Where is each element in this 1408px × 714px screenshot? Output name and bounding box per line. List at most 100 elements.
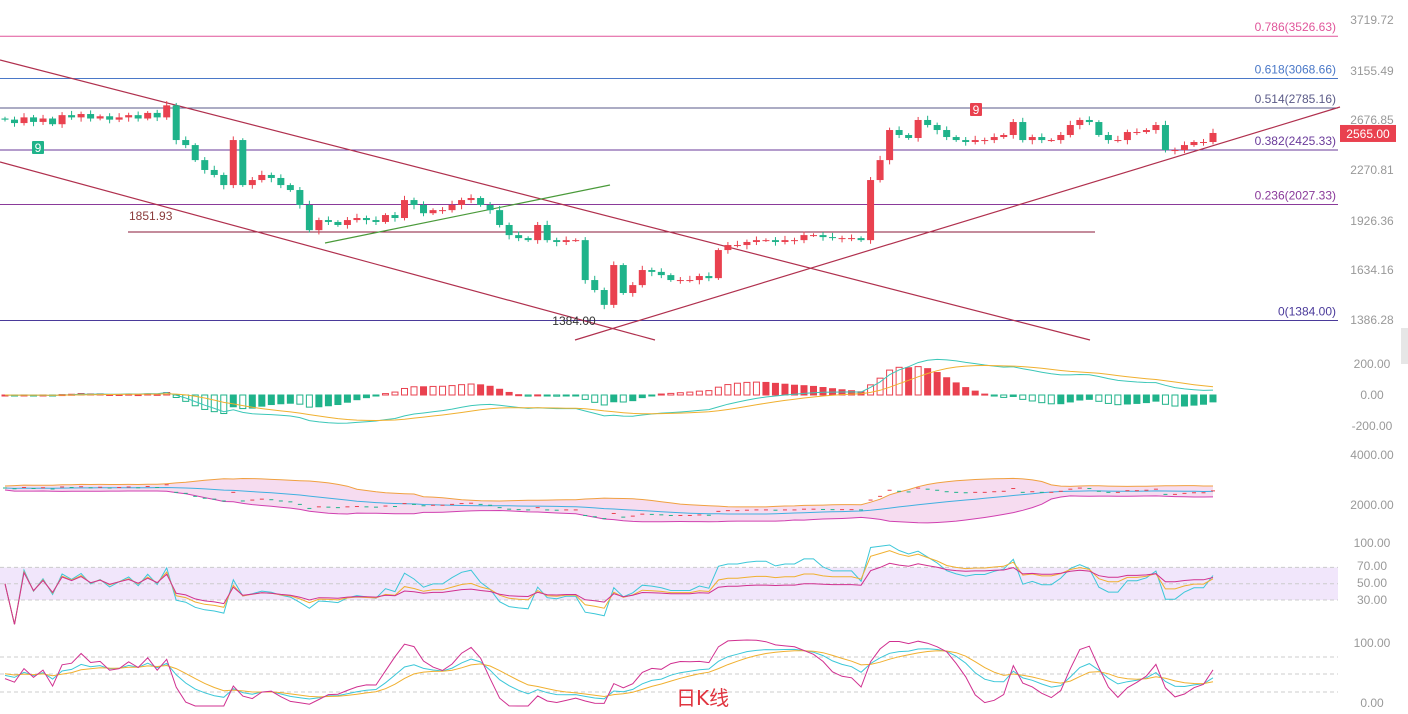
macd-histogram-bar — [372, 394, 380, 397]
macd-histogram-bar — [534, 394, 542, 397]
candle-body — [343, 220, 351, 225]
candle — [638, 265, 646, 288]
candle-body — [676, 280, 684, 282]
candle — [1057, 131, 1065, 144]
y-axis-tick: 1634.16 — [1350, 263, 1394, 277]
candle — [1209, 128, 1217, 145]
candle — [800, 231, 808, 244]
candle — [467, 194, 475, 204]
candle — [762, 238, 770, 242]
macd-histogram-bar — [343, 394, 351, 403]
macd-histogram-bar — [324, 394, 332, 407]
candle — [362, 215, 370, 225]
candle — [1114, 135, 1122, 143]
candle-body — [182, 140, 190, 146]
candle-body — [420, 204, 428, 214]
macd-histogram-bar — [990, 394, 998, 397]
candle — [201, 157, 209, 174]
candle — [1190, 140, 1198, 147]
candle-body — [724, 245, 732, 251]
boll-mid-line — [4, 486, 1214, 515]
candle-body — [1047, 140, 1055, 142]
support-label: 1851.93 — [129, 209, 173, 223]
candle — [1104, 131, 1112, 144]
candle — [315, 217, 323, 235]
candle — [581, 237, 589, 284]
macd-histogram-bar — [895, 366, 903, 396]
macd-histogram-bar — [458, 384, 466, 396]
macd-histogram-bar — [1009, 394, 1017, 397]
macd-dea-line — [4, 364, 1214, 422]
candle-body — [229, 140, 237, 186]
candle — [458, 197, 466, 210]
macd-histogram-bar — [619, 394, 627, 403]
candle-body — [1076, 119, 1084, 126]
macd-histogram-bar — [362, 394, 370, 399]
macd-histogram-bar — [553, 394, 561, 397]
candle — [1095, 120, 1103, 137]
macd-histogram-bar — [724, 384, 732, 396]
candle-body — [144, 112, 152, 119]
macd-histogram-bar — [762, 381, 770, 396]
candle — [695, 273, 703, 285]
candle — [610, 261, 618, 308]
candle — [68, 110, 76, 120]
candle-body — [220, 174, 228, 186]
rsi-24-line — [4, 562, 1214, 625]
candle-body — [1123, 132, 1131, 141]
candle-body — [971, 140, 979, 142]
kdj-j-line — [4, 639, 1214, 707]
y-axis-tick: 2270.81 — [1350, 163, 1394, 177]
candle — [125, 112, 133, 122]
candle-body — [58, 115, 66, 125]
candle-body — [733, 245, 741, 247]
candle — [743, 239, 751, 250]
candle-body — [1104, 134, 1112, 141]
fib-label: 0.514(2785.16) — [1255, 92, 1336, 106]
candle-body — [534, 224, 542, 241]
candle — [619, 263, 627, 295]
candle — [714, 248, 722, 280]
candle-body — [115, 117, 123, 120]
candle-body — [125, 115, 133, 118]
boll-upper-line — [4, 477, 1213, 508]
candle-body — [714, 250, 722, 279]
candle — [1, 116, 9, 122]
candle-body — [810, 235, 818, 237]
candle — [648, 267, 656, 277]
candle-body — [106, 116, 114, 120]
candle-body — [619, 265, 627, 294]
macd-histogram-bar — [1123, 394, 1131, 405]
candle-body — [1009, 122, 1017, 135]
candle-body — [1095, 122, 1103, 135]
macd-histogram-bar — [581, 394, 589, 400]
macd-histogram-bar — [1019, 394, 1027, 400]
candle — [1038, 133, 1046, 144]
macd-histogram-bar — [657, 393, 665, 396]
macd-histogram-bar — [1190, 394, 1198, 406]
candle-body — [87, 114, 95, 119]
candle-body — [752, 240, 760, 242]
candle — [553, 237, 561, 247]
candle-body — [210, 169, 218, 175]
macd-histogram-bar — [1209, 394, 1217, 403]
rsi-axis-tick: 30.00 — [1357, 593, 1387, 607]
scrollbar-handle[interactable] — [1401, 328, 1408, 364]
candle — [1076, 117, 1084, 130]
macd-histogram-bar — [600, 394, 608, 406]
macd-histogram-bar — [210, 394, 218, 413]
candle — [58, 112, 66, 128]
candle-body — [20, 117, 28, 124]
candle — [895, 126, 903, 139]
candle — [115, 113, 123, 123]
candle-body — [1114, 140, 1122, 142]
td-marker-label: 9 — [35, 141, 42, 155]
candle-body — [515, 235, 523, 239]
candle-body — [1152, 125, 1160, 131]
candle — [429, 208, 437, 216]
current-price-label: 2565.00 — [1346, 127, 1390, 141]
macd-histogram-bar — [315, 394, 323, 408]
candle — [1085, 116, 1093, 126]
rsi-axis-tick: 50.00 — [1357, 576, 1387, 590]
